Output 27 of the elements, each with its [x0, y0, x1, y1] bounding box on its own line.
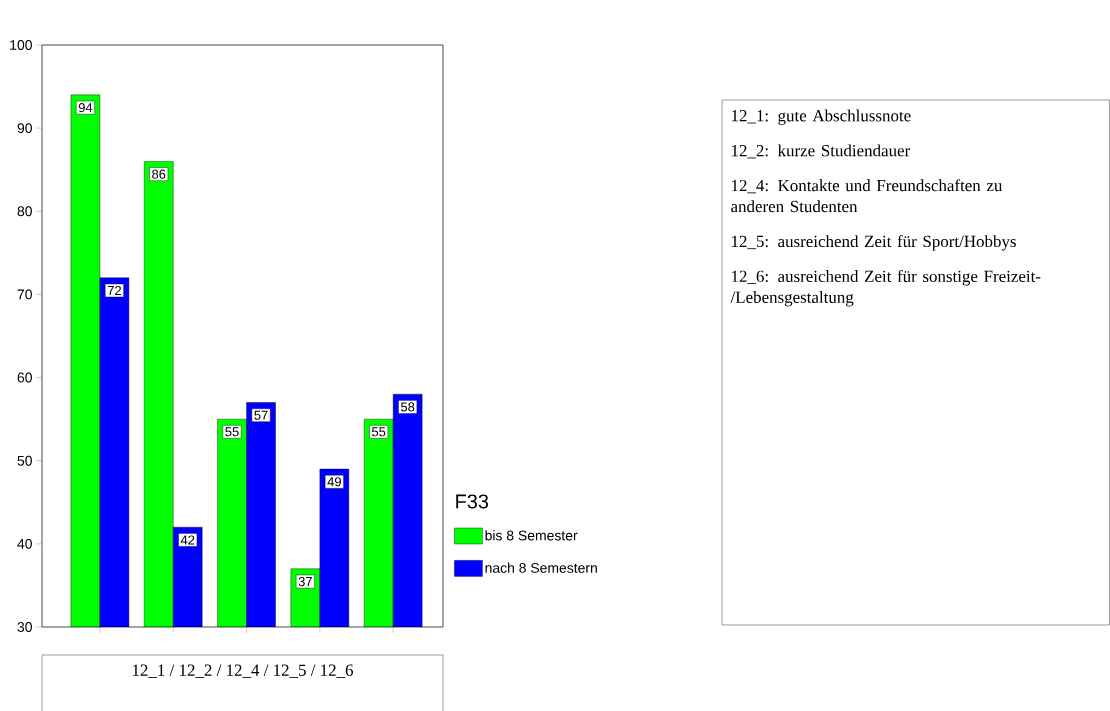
text: 12_2: kurze Studiendauer [732, 144, 911, 159]
data-label: 55 [371, 427, 386, 437]
y-tick-label: 70 [17, 289, 32, 300]
text: 12_6: ausreichend Zeit für sonstige Freizeit-/Lebensgestaltung [730, 269, 1041, 307]
y-tick-label: 90 [17, 123, 32, 134]
y-tick-label: 50 [17, 455, 32, 466]
data-label: 72 [107, 285, 121, 296]
data-label: 37 [298, 576, 312, 587]
y-tick-label: 60 [17, 372, 32, 383]
data-label: 57 [254, 410, 268, 420]
data-label: 86 [152, 169, 166, 179]
data-label: 49 [327, 477, 341, 487]
text: 12_1: gute Abschlussnote [732, 109, 911, 125]
x-axis-title: 12_1 / 12_2 / 12_4 / 12_5 / 12_6 [132, 664, 354, 678]
y-tick-label: 80 [17, 206, 32, 217]
y-tick-label: 100 [10, 40, 32, 50]
data-label: 94 [78, 103, 93, 113]
data-label: 55 [225, 427, 239, 437]
y-tick-label: 30 [17, 622, 32, 632]
legend-label: nach 8 Semestern [485, 562, 597, 573]
legend-title: F33 [456, 494, 489, 509]
y-tick-label: 40 [17, 538, 32, 549]
text: 12_5: ausreichend Zeit für Sport/Hobbys [732, 235, 1016, 251]
text: 12_4: Kontakte und Freundschaften zu anderen Studenten [731, 179, 1003, 213]
legend-label: bis 8 Semester [485, 530, 578, 541]
data-label: 42 [180, 535, 195, 545]
data-label: 58 [400, 402, 415, 412]
